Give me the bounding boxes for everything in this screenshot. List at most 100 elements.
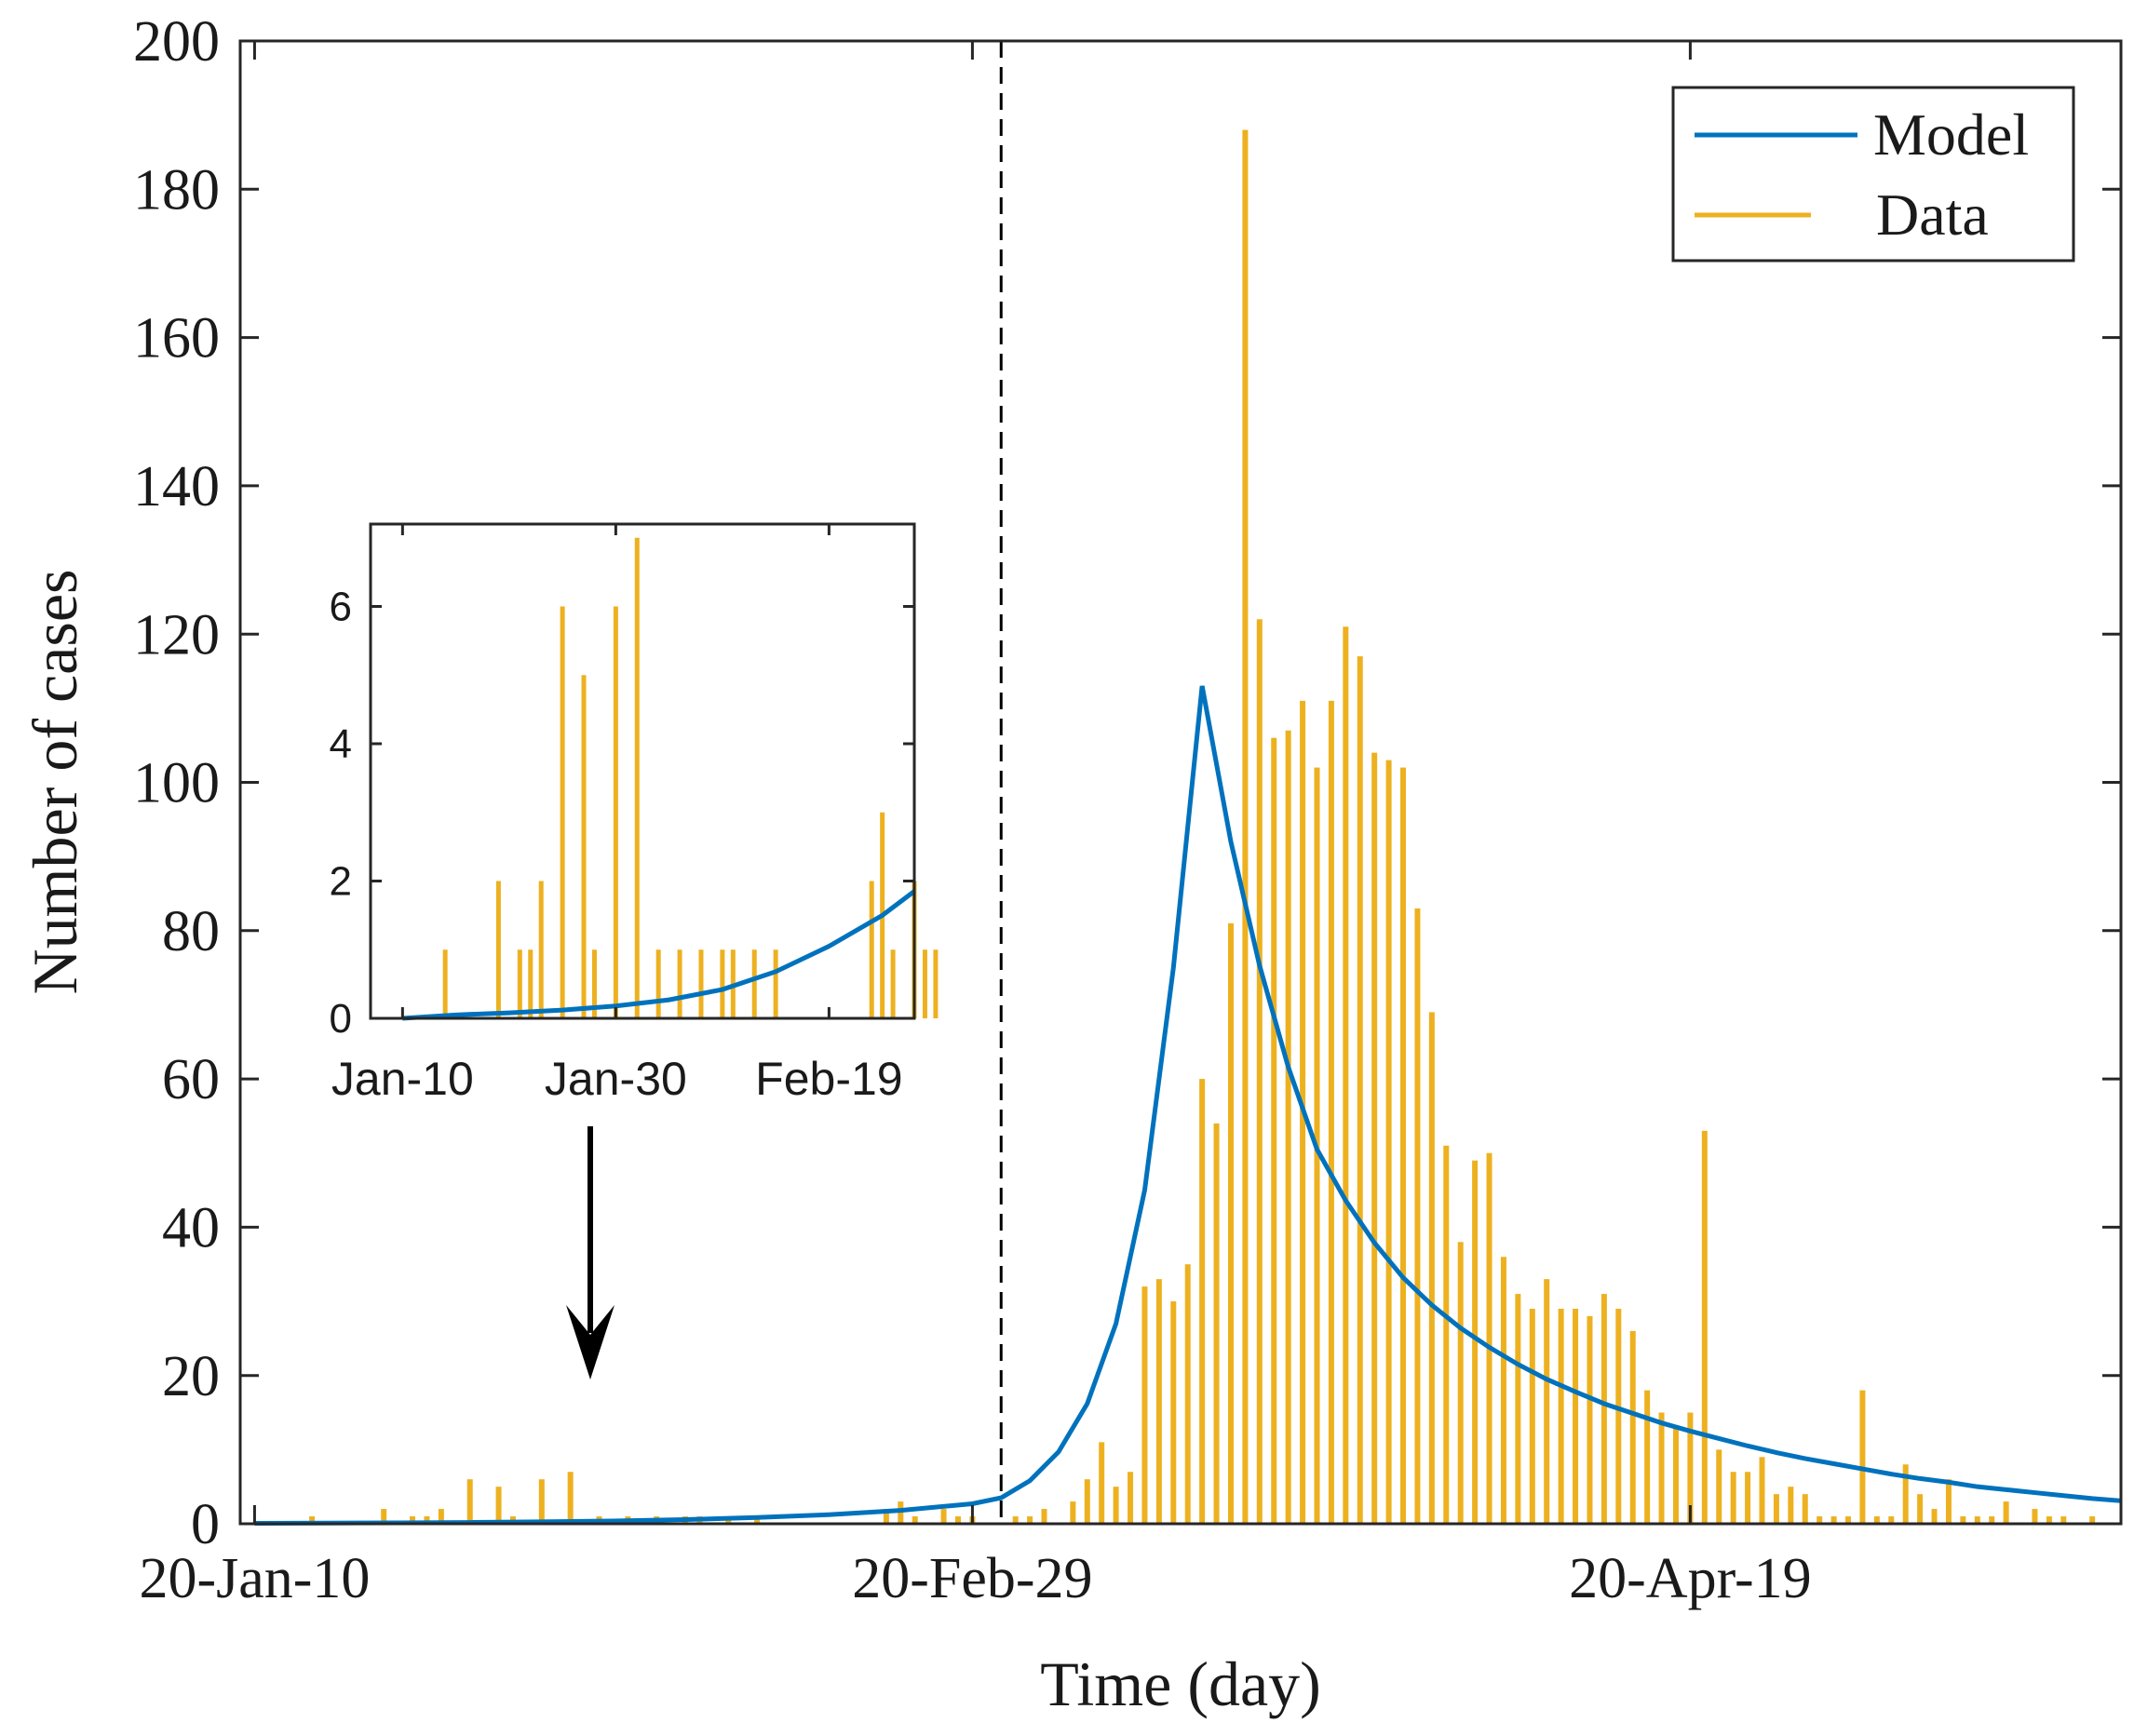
main-data-bar (754, 1516, 761, 1524)
main-data-bar (912, 1516, 918, 1524)
main-data-bar (1730, 1472, 1736, 1524)
legend-model-label: Model (1873, 101, 2029, 168)
inset-data-bar (495, 881, 501, 1018)
main-x-axis-label: Time (day) (1040, 1649, 1321, 1719)
main-data-bar (1414, 908, 1421, 1524)
inset-data-bar (933, 949, 939, 1018)
inset-x-tick-label: Jan-30 (545, 1053, 687, 1105)
main-data-bar (1184, 1264, 1191, 1524)
main-data-bar (1256, 619, 1263, 1524)
main-data-bar (1328, 700, 1334, 1524)
main-data-bar (1515, 1294, 1521, 1524)
down-arrow-icon (566, 1126, 615, 1379)
main-data-bar (1428, 1012, 1435, 1524)
main-data-bar (1873, 1516, 1880, 1524)
main-y-tick-label: 120 (133, 603, 220, 666)
main-y-tick-label: 0 (191, 1493, 220, 1556)
main-data-bar (1701, 1130, 1708, 1524)
inset-data-bar (869, 881, 874, 1018)
legend-box (1671, 86, 2075, 262)
main-data-bar (2032, 1509, 2038, 1524)
main-data-bar (1672, 1427, 1679, 1524)
main-data-bar (1658, 1412, 1665, 1524)
main-data-bar (1155, 1279, 1162, 1524)
arrow-head (566, 1305, 615, 1379)
main-x-tick-label: 20-Feb-29 (852, 1547, 1092, 1610)
main-data-bar (1945, 1479, 1952, 1524)
inset-data-bar (922, 949, 927, 1018)
main-data-bar (466, 1479, 473, 1524)
inset-axes-frame (369, 522, 916, 1020)
main-data-bar (1716, 1449, 1722, 1524)
inset-model-line (402, 889, 916, 1021)
main-data-bar (1888, 1516, 1895, 1524)
main-data-bar (1989, 1516, 1995, 1524)
main-data-bar (1486, 1152, 1492, 1524)
main-x-tick-label: 20-Jan-10 (139, 1547, 370, 1610)
main-x-ticks: 20-Jan-10 20-Feb-29 20-Apr-19 (139, 41, 1812, 1610)
main-data-bar (1443, 1145, 1450, 1524)
inset-data-bar (890, 949, 896, 1018)
inset-data-bar (591, 949, 597, 1018)
main-data-bar (381, 1509, 387, 1524)
inset-data-bar (528, 949, 534, 1018)
main-data-bar (1615, 1309, 1622, 1524)
main-data-bar (1845, 1516, 1852, 1524)
inset-axes: 0 2 4 6 Jan-10 Jan-30 Feb-19 (330, 522, 939, 1105)
main-data-bar (1128, 1472, 1134, 1524)
main-data-bar (1457, 1242, 1464, 1524)
main-data-bar (1199, 1079, 1206, 1524)
main-data-bar (1170, 1301, 1177, 1524)
main-data-bar (940, 1509, 947, 1524)
main-data-bar (1213, 1123, 1220, 1524)
main-data-bar (1644, 1390, 1651, 1524)
main-data-bar (1573, 1309, 1579, 1524)
inset-data-bar (517, 949, 522, 1018)
main-data-bar (1271, 737, 1277, 1524)
inset-data-bar (538, 881, 544, 1018)
inset-x-tick-label: Jan-10 (331, 1053, 474, 1105)
main-data-bar (1371, 752, 1378, 1524)
main-data-bar (1960, 1516, 1966, 1524)
inset-y-tick-label: 2 (330, 858, 352, 904)
main-data-bar (1027, 1516, 1033, 1524)
main-data-bar (954, 1516, 961, 1524)
main-data-bar (1902, 1464, 1909, 1524)
main-y-tick-label: 40 (162, 1196, 220, 1259)
inset-data-bar (720, 949, 725, 1018)
inset-data-bar (655, 949, 661, 1018)
main-data-bar (1529, 1309, 1535, 1524)
main-data-bar (1859, 1390, 1866, 1524)
inset-data-bar (442, 949, 448, 1018)
main-data-bar (309, 1516, 316, 1524)
inset-y-tick-label: 6 (330, 584, 352, 629)
main-data-bar (1745, 1472, 1751, 1524)
main-data-bar (1687, 1412, 1694, 1524)
inset-x-tick-label: Feb-19 (755, 1053, 902, 1105)
main-data-bar (1041, 1509, 1047, 1524)
main-y-tick-label: 140 (133, 455, 220, 518)
inset-data-bar (581, 675, 587, 1018)
main-data-bar (2046, 1516, 2052, 1524)
main-data-bar (567, 1472, 574, 1524)
main-data-bar (2060, 1516, 2067, 1524)
main-y-tick-label: 100 (133, 752, 220, 815)
inset-data-bar (677, 949, 682, 1018)
legend-data-label: Data (1876, 182, 1989, 248)
main-y-tick-label: 80 (162, 900, 220, 963)
main-y-tick-label: 20 (162, 1345, 220, 1408)
main-y-axis-label: Number of cases (20, 570, 90, 995)
main-data-bar (1500, 1257, 1506, 1524)
inset-data-bar (751, 949, 757, 1018)
main-data-bar (1558, 1309, 1564, 1524)
main-data-bar (1357, 656, 1363, 1524)
main-data-bar (883, 1509, 889, 1524)
main-y-tick-label: 180 (133, 158, 220, 222)
main-data-bar (1802, 1494, 1808, 1524)
main-data-bar (1084, 1479, 1090, 1524)
main-data-bar (1759, 1457, 1765, 1524)
main-data-bar (1974, 1516, 1980, 1524)
inset-data-bar (613, 606, 618, 1018)
